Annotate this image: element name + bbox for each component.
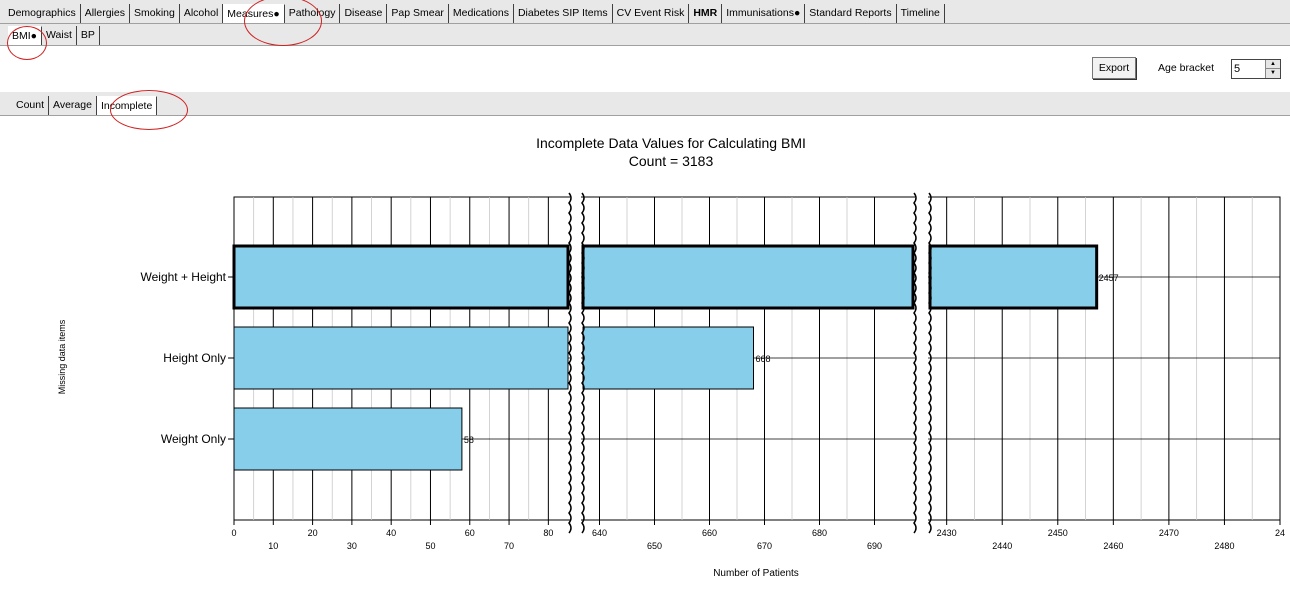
x-tick-label: 2440 (992, 541, 1012, 551)
axis-break-line (568, 192, 572, 534)
x-tick-label: 24 (1275, 528, 1285, 538)
chart-subtitle: Count = 3183 (629, 153, 714, 169)
x-tick-label: 20 (308, 528, 318, 538)
axis-break-line (928, 192, 932, 534)
tab-timeline[interactable]: Timeline (897, 4, 945, 23)
age-bracket-input[interactable] (1234, 61, 1262, 77)
x-tick-label: 2460 (1103, 541, 1123, 551)
tab-smoking[interactable]: Smoking (130, 4, 180, 23)
x-tick-label: 2470 (1159, 528, 1179, 538)
x-tick-label: 50 (425, 541, 435, 551)
axis-break-line (581, 192, 585, 534)
subtab-waist[interactable]: Waist (42, 26, 77, 45)
x-tick-label: 640 (592, 528, 607, 538)
x-tick-label: 70 (504, 541, 514, 551)
tab-standard-reports[interactable]: Standard Reports (805, 4, 897, 23)
x-tick-label: 80 (543, 528, 553, 538)
stepper-buttons: ▲ ▼ (1265, 60, 1280, 78)
x-tick-label: 10 (268, 541, 278, 551)
stepper-up-icon[interactable]: ▲ (1266, 60, 1280, 69)
chart-toolbar (0, 46, 1290, 92)
chart-panel: Incomplete Data Values for Calculating B… (8, 117, 1290, 597)
main-tab-bar: Demographics Allergies Smoking Alcohol Measu… (0, 0, 1290, 24)
bar-value-label: 58 (464, 435, 474, 445)
tab-demographics[interactable]: Demographics (4, 4, 81, 23)
chart-tab-average[interactable]: Average (49, 96, 97, 115)
tab-hmr[interactable]: HMR (689, 4, 723, 23)
tab-pathology[interactable]: Pathology (285, 4, 341, 23)
axis-break-gap (570, 191, 581, 534)
x-tick-label: 2430 (937, 528, 957, 538)
chart-tab-count[interactable]: Count (12, 96, 50, 115)
x-tick-label: 660 (702, 528, 717, 538)
tab-cv-event-risk[interactable]: CV Event Risk (613, 4, 690, 23)
bar-0-segment-3[interactable] (928, 244, 1099, 310)
x-tick-label: 0 (231, 528, 236, 538)
x-tick-label: 2480 (1214, 541, 1234, 551)
subtab-bp[interactable]: BP (77, 26, 100, 45)
y-category-label: Height Only (163, 351, 226, 365)
x-tick-label: 2450 (1048, 528, 1068, 538)
x-tick-label: 690 (867, 541, 882, 551)
axis-break-gap (915, 191, 928, 534)
subtab-bmi[interactable]: BMI● (8, 26, 43, 45)
chart-tab-incomplete[interactable]: Incomplete (96, 96, 158, 115)
chart-type-tab-bar: Count Average Incomplete (0, 92, 1290, 116)
age-bracket-label: Age bracket (1158, 62, 1215, 74)
y-axis-label: Missing data items (57, 319, 67, 394)
tab-alcohol[interactable]: Alcohol (180, 4, 224, 23)
x-tick-label: 60 (465, 528, 475, 538)
tab-diabetes-sip-items[interactable]: Diabetes SIP Items (514, 4, 613, 23)
tab-disease[interactable]: Disease (340, 4, 388, 23)
chart-plot-area: 0 10 20 30 40 50 60 70 80 640 650 660 670 680 690 2430 2… (141, 191, 1285, 551)
x-tick-label: 680 (812, 528, 827, 538)
tab-allergies[interactable]: Allergies (81, 4, 130, 23)
axis-break-line (913, 192, 917, 534)
y-category-label: Weight Only (161, 432, 226, 446)
bar-chart: Incomplete Data Values for Calculating B… (57, 135, 1285, 579)
x-tick-label: 30 (347, 541, 357, 551)
chart-title: Incomplete Data Values for Calculating B… (536, 135, 806, 151)
x-tick-label: 670 (757, 541, 772, 551)
tab-measures[interactable]: Measures● (223, 4, 285, 23)
bar-1-segment-1[interactable] (233, 326, 569, 390)
x-axis-label: Number of Patients (713, 568, 799, 579)
bar-1-segment-2[interactable] (582, 326, 754, 390)
y-category-label: Weight + Height (141, 270, 227, 284)
tab-immunisations[interactable]: Immunisations● (722, 4, 806, 23)
tab-medications[interactable]: Medications (449, 4, 514, 23)
measures-subtab-bar: BMI● Waist BP (0, 24, 1290, 46)
bar-value-label: 668 (756, 354, 771, 364)
bar-0-segment-2[interactable] (581, 244, 915, 310)
bar-value-label: 2457 (1099, 273, 1119, 283)
stepper-down-icon[interactable]: ▼ (1270, 70, 1276, 76)
tab-pap-smear[interactable]: Pap Smear (387, 4, 449, 23)
x-tick-label: 650 (647, 541, 662, 551)
age-bracket-stepper[interactable]: ▲ ▼ (1231, 59, 1281, 79)
bar-0-segment-1[interactable] (232, 244, 570, 310)
bar-2-segment-1[interactable] (233, 407, 463, 471)
x-tick-label: 40 (386, 528, 396, 538)
export-button[interactable]: Export (1092, 57, 1136, 79)
